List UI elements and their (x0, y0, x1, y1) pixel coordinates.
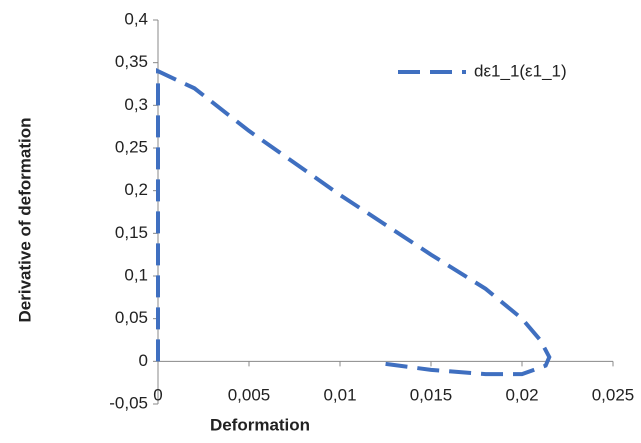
y-tick-label: 0,35 (115, 52, 148, 71)
x-tick-label: 0,015 (410, 385, 453, 404)
x-tick-label: 0,01 (323, 385, 356, 404)
y-tick-label: 0,3 (124, 95, 148, 114)
y-axis-label: Derivative of deformation (15, 118, 34, 323)
y-tick-label: 0,4 (124, 9, 148, 28)
y-tick-label: 0,1 (124, 265, 148, 284)
data-line (156, 68, 552, 377)
y-tick-label: 0 (139, 351, 148, 370)
x-axis-label: Deformation (210, 415, 310, 434)
x-tick-label: 0,02 (505, 385, 538, 404)
y-tick-label: 0,2 (124, 180, 148, 199)
legend-label: dε1_1(ε1_1) (474, 61, 567, 80)
y-tick-label: -0,05 (109, 393, 148, 412)
y-tick-label: 0,15 (115, 223, 148, 242)
y-tick-label: 0,25 (115, 137, 148, 156)
x-tick-label: 0,005 (228, 385, 271, 404)
x-tick-label: 0,025 (592, 385, 635, 404)
y-tick-label: 0,05 (115, 308, 148, 327)
x-tick-label: 0 (153, 385, 162, 404)
